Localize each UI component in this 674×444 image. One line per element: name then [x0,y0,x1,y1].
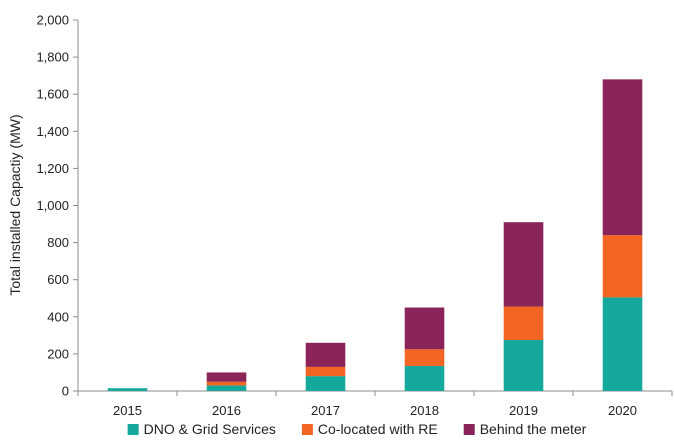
y-axis: 0 200 400 600 800 1,000 1,200 1,400 1,600 1,800 2,… [36,13,79,399]
y-tick-label: 1,600 [36,87,69,102]
y-axis-title: Total installed Capactiy (MW) [7,114,23,295]
bar-segment [404,365,445,391]
legend-item: DNO & Grid Services [127,421,276,437]
bar-segment [404,349,445,366]
bar-segment [305,366,346,377]
x-tick-label: 2019 [509,403,538,418]
bar-segment [602,79,643,236]
x-tick-label: 2018 [410,403,439,418]
bar-segment [503,222,544,307]
x-tick-label: 2017 [311,403,340,418]
y-tick-label: 1,400 [36,124,69,139]
x-tick-label: 2020 [608,403,637,418]
bar-segment [305,342,346,367]
x-tick-label: 2016 [212,403,241,418]
bar-segment [206,385,247,391]
y-tick-label: 800 [47,235,69,250]
bar-segment [602,235,643,298]
bar-segment [404,307,445,350]
y-tick-label: 2,000 [36,13,69,28]
legend: DNO & Grid Services Co-located with RE Beh… [127,421,587,437]
legend-item: Behind the meter [463,421,587,437]
y-tick-label: 1,000 [36,198,69,213]
bar-segment [305,376,346,391]
legend-label: Behind the meter [480,421,587,437]
bar-segment [602,297,643,391]
legend-label: DNO & Grid Services [144,421,276,437]
legend-swatch [127,424,139,435]
y-tick-label: 0 [62,384,69,399]
bar-segment [503,339,544,391]
x-axis: 2015 2016 2017 2018 2019 2020 [77,390,673,418]
y-tick-label: 1,800 [36,50,69,65]
y-tick-label: 200 [47,346,69,361]
legend-item: Co-located with RE [301,421,438,437]
y-tick-label: 600 [47,272,69,287]
y-tick-label: 1,200 [36,161,69,176]
y-tick-label: 400 [47,309,69,324]
legend-swatch [301,424,313,435]
bar-segment [206,381,247,386]
bar-segment [107,388,148,391]
bar-segment [206,372,247,382]
legend-swatch [463,424,475,435]
x-tick-label: 2015 [113,403,142,418]
legend-label: Co-located with RE [318,421,438,437]
bars [107,79,643,391]
bar-segment [503,306,544,340]
